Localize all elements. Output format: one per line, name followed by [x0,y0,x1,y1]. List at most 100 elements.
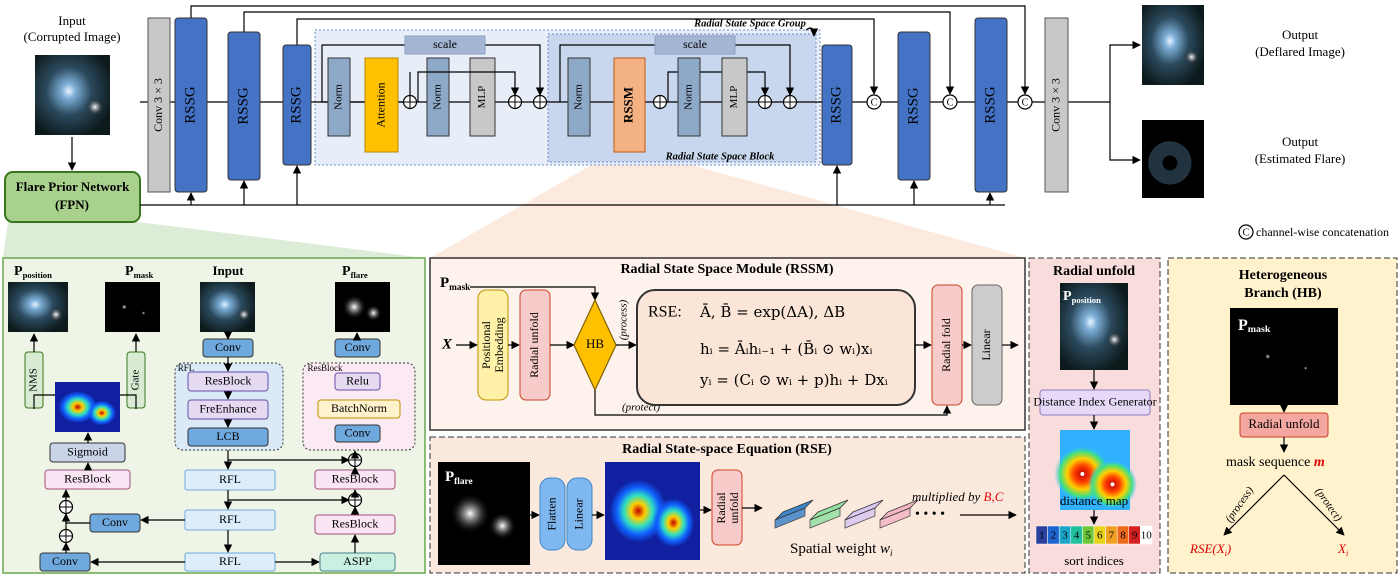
block-label: Radial State Space Block [665,151,776,162]
label: X [441,336,453,352]
label: hᵢ = Āᵢhᵢ₋₁ + (B̄ᵢ ⊙ wᵢ)xᵢ [700,340,873,358]
fpn-label: Flare Prior Network [16,179,130,194]
label: (Deflared Image) [1255,44,1345,59]
label: Ā, B̄ = exp(ΔA), ΔB [699,303,845,321]
text-part: i [1346,549,1348,558]
image-glow [121,304,127,310]
block-label: Conv [215,340,241,354]
heat-blob [653,498,695,547]
block-label: Distance Index Generator [1033,394,1156,408]
block-label: LCB [216,429,239,443]
label: Radial State-space Equation (RSE) [622,442,832,457]
text-part: multiplied by [912,489,984,504]
block-label: Sigmoid [67,444,108,458]
dot [1111,482,1115,486]
index-label: 10 [1141,530,1153,542]
label: (Corrupted Image) [23,29,120,44]
image-glow [450,493,490,533]
label: Output [1282,27,1319,42]
block-label: MLP [728,86,740,109]
block-label: Relu [346,373,369,387]
text-part: mask [1248,324,1271,335]
text-part: m [1314,455,1325,470]
index-label: 6 [1097,530,1103,542]
image-glow [365,305,382,322]
block-label: MLP [476,86,488,109]
legend-text: channel-wise concatenation [1256,225,1389,239]
image-glow [1184,50,1199,65]
label: (Estimated Flare) [1255,151,1346,166]
block-label: Norm [432,84,444,110]
block-label: RSSG [288,86,304,124]
block-label: RSSG [905,87,921,125]
text-part: i [890,549,893,559]
zoom-shade [3,222,425,258]
connector [1110,45,1140,102]
block-label: NMS [28,368,40,392]
label: distance map [1060,493,1128,508]
symbol-label: mask sequence m [1226,455,1325,470]
dot [1080,472,1084,476]
symbol-label: Spatial weight wi [790,541,893,559]
block-label: ResBlock [205,373,252,387]
label: ResBlock [308,363,343,373]
image [1142,5,1204,85]
block-label: Conv 3 × 3 [1048,78,1062,132]
image-glow [342,295,366,319]
connector [1110,102,1140,160]
block-label: RSSG [982,86,998,124]
label: unfold [727,492,741,523]
block-label: ResBlock [332,516,379,530]
image-dark [1162,155,1177,170]
block-label: RSSG [828,86,844,124]
label: Embedding [492,317,506,372]
text-part: mask [449,283,471,293]
block-label: ResBlock [332,471,379,485]
text-part: P [1238,317,1248,334]
architecture-figure: Input(Corrupted Image) Flare Prior Networ… [0,0,1400,578]
label: Positional [479,320,493,369]
block-label: RFL [219,512,241,526]
block-label: RSSG [182,86,198,124]
index-label: 2 [1051,530,1057,542]
group-label: Radial State Space Group [693,18,806,29]
fpn-label: (FPN) [55,197,89,212]
label: Radial State Space Module (RSSM) [620,262,833,277]
index-label: 7 [1109,530,1115,542]
image-glow [1106,331,1122,347]
image [105,282,160,332]
image [35,55,110,135]
block-label: Norm [573,84,585,110]
block-label: Linear [979,329,993,360]
text-part: B,C [984,489,1004,504]
block-label: RFL [219,554,241,568]
block-label: Flatten [544,497,558,530]
text-part: RSE( [1189,541,1217,556]
block-label: Conv 3 × 3 [151,78,165,132]
text-part: flare [454,477,472,487]
text-part: position [23,270,53,280]
index-label: 1 [1039,530,1045,542]
heat-blob [88,401,117,426]
ellipsis: • • • • [915,507,945,522]
text-part: flare [351,270,368,280]
label: HB [586,336,604,351]
block-label: Radial unfold [1248,416,1320,431]
block-label: Radial unfold [527,312,541,378]
block-label: BatchNorm [331,401,388,415]
text-part: mask [134,270,154,280]
block-label: Conv [52,554,78,568]
concat-symbol: C [1022,97,1029,108]
label: Radial [714,492,728,524]
label: Input [58,13,86,28]
image [200,282,255,332]
block-label: Attention [373,82,387,127]
text-part: P [445,469,454,485]
block-label: Linear [571,498,585,529]
block-label: Radial fold [939,318,953,372]
text-part: P [440,275,449,291]
block-label: scale [683,37,707,51]
label: Branch (HB) [1244,286,1322,301]
concat-symbol: C [1243,227,1250,238]
block-label: Gate [130,370,142,391]
